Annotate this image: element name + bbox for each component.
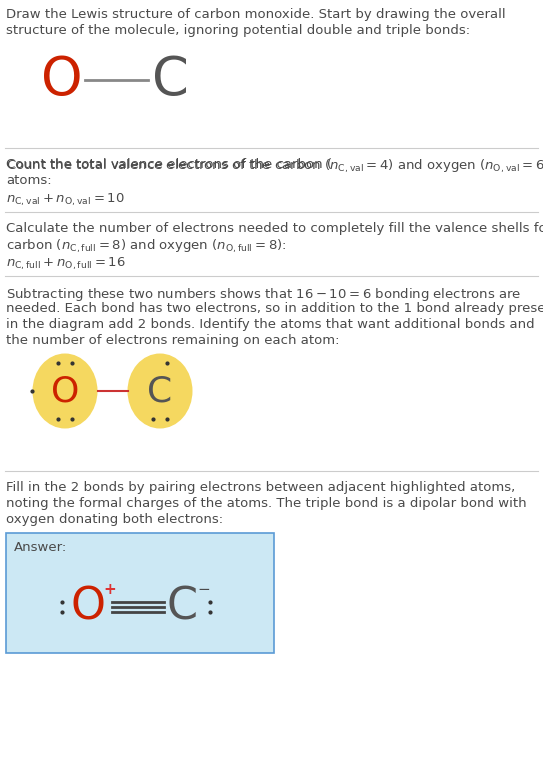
Text: structure of the molecule, ignoring potential double and triple bonds:: structure of the molecule, ignoring pote… <box>6 24 470 37</box>
Text: in the diagram add 2 bonds. Identify the atoms that want additional bonds and: in the diagram add 2 bonds. Identify the… <box>6 318 535 331</box>
Text: Draw the Lewis structure of carbon monoxide. Start by drawing the overall: Draw the Lewis structure of carbon monox… <box>6 8 506 21</box>
Text: $n_\mathrm{C,val} + n_\mathrm{O,val} = 10$: $n_\mathrm{C,val} + n_\mathrm{O,val} = 1… <box>6 192 125 209</box>
Text: oxygen donating both electrons:: oxygen donating both electrons: <box>6 513 223 526</box>
Text: atoms:: atoms: <box>6 174 52 187</box>
Text: O: O <box>41 54 83 106</box>
Text: +: + <box>104 582 116 597</box>
Text: the number of electrons remaining on each atom:: the number of electrons remaining on eac… <box>6 334 339 347</box>
Text: needed. Each bond has two electrons, so in addition to the 1 bond already presen: needed. Each bond has two electrons, so … <box>6 302 543 315</box>
Ellipse shape <box>128 354 193 429</box>
Text: C: C <box>167 586 198 629</box>
Text: Count the total valence electrons of the carbon (: Count the total valence electrons of the… <box>6 158 332 171</box>
Text: Subtracting these two numbers shows that $16 - 10 = 6$ bonding electrons are: Subtracting these two numbers shows that… <box>6 286 521 303</box>
Text: O: O <box>71 586 105 629</box>
Text: Calculate the number of electrons needed to completely fill the valence shells f: Calculate the number of electrons needed… <box>6 222 543 235</box>
Ellipse shape <box>33 354 98 429</box>
FancyBboxPatch shape <box>6 533 274 653</box>
Text: −: − <box>198 582 210 597</box>
Text: C: C <box>151 54 188 106</box>
Text: C: C <box>147 374 173 408</box>
Text: O: O <box>51 374 79 408</box>
Text: Fill in the 2 bonds by pairing electrons between adjacent highlighted atoms,: Fill in the 2 bonds by pairing electrons… <box>6 481 515 494</box>
Text: Answer:: Answer: <box>14 541 67 554</box>
Text: carbon ($n_\mathrm{C,full} = 8$) and oxygen ($n_\mathrm{O,full} = 8$):: carbon ($n_\mathrm{C,full} = 8$) and oxy… <box>6 238 287 255</box>
Text: $n_\mathrm{C,full} + n_\mathrm{O,full} = 16$: $n_\mathrm{C,full} + n_\mathrm{O,full} =… <box>6 256 126 273</box>
Text: noting the formal charges of the atoms. The triple bond is a dipolar bond with: noting the formal charges of the atoms. … <box>6 497 527 510</box>
Text: Count the total valence electrons of the carbon ($n_\mathrm{C,val} = 4$) and oxy: Count the total valence electrons of the… <box>6 158 543 175</box>
